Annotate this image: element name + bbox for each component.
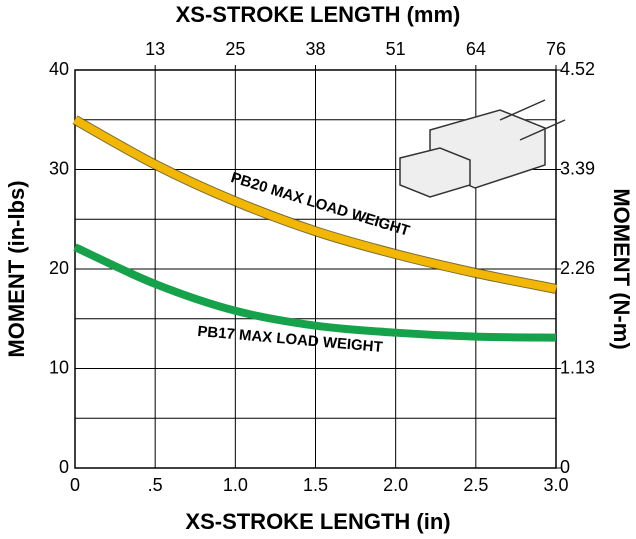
x-tick-label: 1.0 [223,475,248,495]
y-tick-label: 0 [59,457,69,477]
x-tick-label: 0 [70,475,80,495]
rod [500,100,545,120]
x-tick-label: 2.5 [463,475,488,495]
y2-tick-label: 4.52 [560,59,595,79]
y-tick-label: 40 [49,59,69,79]
actuator-plate [400,148,470,197]
y-tick-label: 30 [49,158,69,178]
chart: XS-STROKE LENGTH (mm) XS-STROKE LENGTH (… [0,0,636,539]
y-axis-title: MOMENT (in-lbs) [4,180,29,357]
x-tick-label: .5 [148,475,163,495]
x2-tick-label: 38 [305,39,325,59]
x-tick-label: 3.0 [543,475,568,495]
x2-tick-label: 64 [466,39,486,59]
y-tick-label: 10 [49,357,69,377]
y2-tick-label: 2.26 [560,258,595,278]
x2-tick-label: 76 [546,39,566,59]
illustration [400,100,565,197]
y-tick-label: 20 [49,258,69,278]
y2-axis-title: MOMENT (N-m) [609,188,634,349]
x2-tick-label: 51 [386,39,406,59]
x-tick-label: 1.5 [303,475,328,495]
x-axis-title: XS-STROKE LENGTH (in) [185,509,450,534]
x2-tick-label: 25 [225,39,245,59]
y2-tick-label: 3.39 [560,158,595,178]
x-tick-label: 2.0 [383,475,408,495]
x2-tick-label: 13 [145,39,165,59]
top-axis-title: XS-STROKE LENGTH (mm) [176,2,461,27]
y2-tick-label: 0 [560,457,570,477]
y2-tick-label: 1.13 [560,357,595,377]
